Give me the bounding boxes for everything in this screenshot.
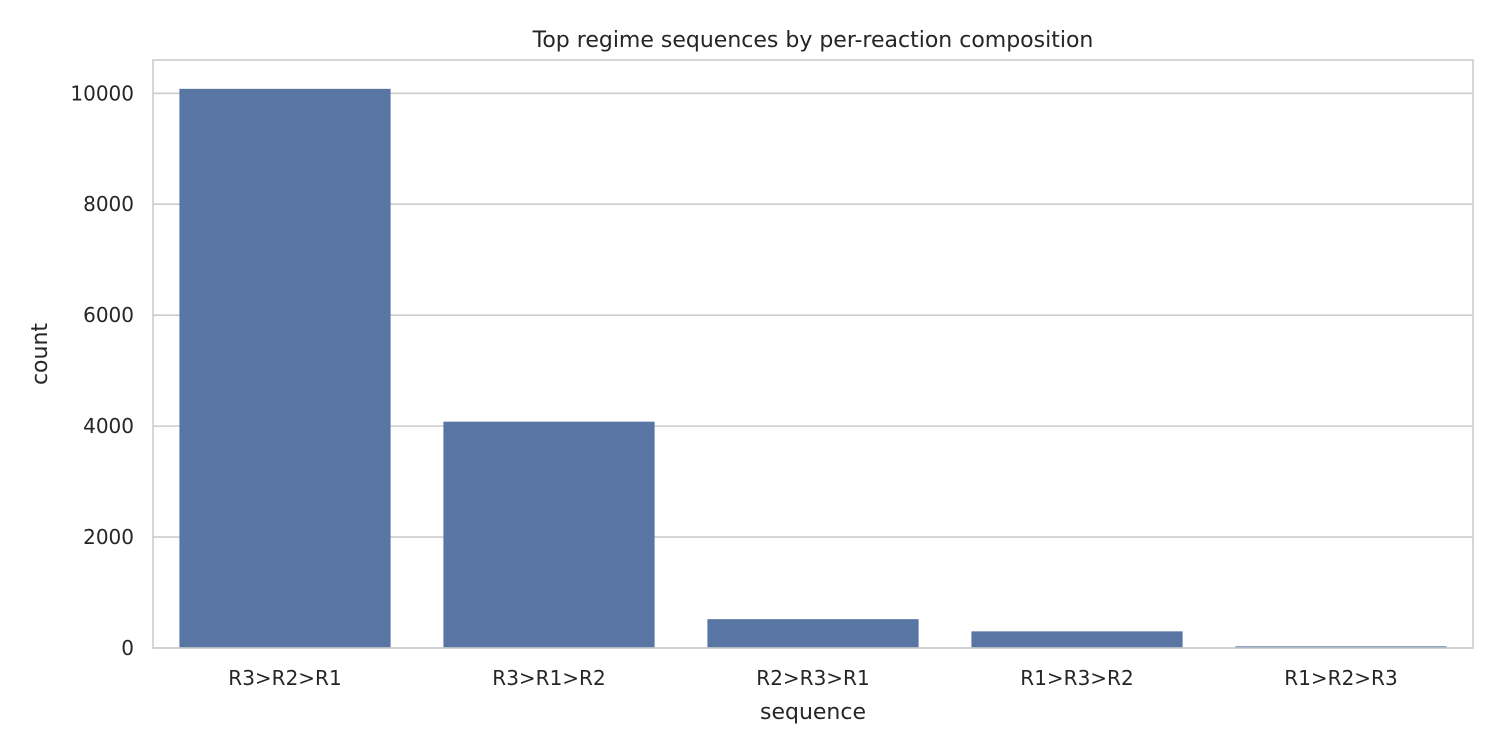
chart-title: Top regime sequences by per-reaction com… (532, 28, 1094, 53)
x-tick-label: R3>R2>R1 (228, 666, 341, 690)
bar (179, 88, 391, 649)
y-tick-label: 0 (121, 636, 134, 660)
x-tick-label: R1>R3>R2 (1020, 666, 1133, 690)
y-tick-label: 2000 (83, 525, 134, 549)
y-tick-label: 6000 (83, 303, 134, 327)
y-tick-label: 8000 (83, 192, 134, 216)
bar (1235, 646, 1447, 648)
y-tick-label: 10000 (70, 81, 134, 105)
x-axis-label: sequence (760, 700, 866, 725)
x-tick-label: R1>R2>R3 (1284, 666, 1397, 690)
bar (443, 421, 655, 648)
y-axis-label: count (28, 323, 53, 385)
x-tick-labels: R3>R2>R1 R3>R1>R2 R2>R3>R1 R1>R3>R2 R1>R2>R3 (228, 666, 1397, 690)
bars (179, 88, 1447, 649)
x-tick-label: R2>R3>R1 (756, 666, 869, 690)
bar (707, 619, 919, 648)
y-tick-labels: 0 2000 4000 6000 8000 10000 (70, 81, 134, 660)
bar (971, 631, 1183, 648)
y-tick-label: 4000 (83, 414, 134, 438)
plot-frame (152, 59, 1474, 649)
x-tick-label: R3>R1>R2 (492, 666, 605, 690)
